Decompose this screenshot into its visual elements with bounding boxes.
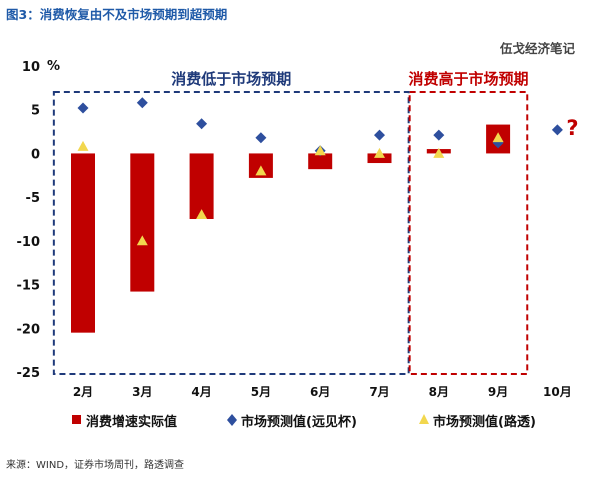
- x-tick-label: 10月: [543, 385, 572, 399]
- y-axis: 10 5 0 -5 -10 -15 -20 -25%: [17, 59, 61, 381]
- bar: [308, 153, 333, 170]
- legend: 消费增速实际值 市场预测值(远见杯) 市场预测值(路透): [72, 414, 536, 430]
- diamond-point: [374, 129, 385, 141]
- triangle-point: [77, 140, 89, 151]
- legend-swatch-diamond: [227, 414, 237, 426]
- legend-swatch-triangle: [419, 414, 429, 424]
- y-tick-label: -10: [17, 235, 41, 250]
- diamond-point: [255, 132, 267, 144]
- diamond-point: [196, 118, 208, 130]
- legend-label: 市场预测值(远见杯): [241, 414, 357, 430]
- x-tick-label: 5月: [251, 385, 271, 399]
- y-tick-label: -5: [26, 191, 40, 206]
- diamond-point: [551, 124, 563, 136]
- x-tick-label: 4月: [191, 385, 211, 399]
- x-tick-label: 2月: [73, 385, 93, 399]
- y-tick-label: -15: [17, 279, 41, 294]
- bar: [367, 153, 392, 164]
- region-label: 消费高于市场预期: [408, 70, 528, 88]
- source-note: 来源：WIND，证券市场周刊，路透调查: [6, 460, 185, 471]
- triangle-point: [374, 147, 385, 158]
- legend-label: 消费增速实际值: [86, 414, 177, 430]
- y-tick-label: 5: [31, 104, 40, 119]
- legend-swatch-bar: [72, 415, 81, 424]
- triangle-point: [492, 132, 504, 143]
- y-axis-unit: %: [47, 59, 60, 74]
- x-axis: 2月 3月 4月 5月 6月 7月 8月 9月 10月: [73, 385, 572, 399]
- y-tick-label: 10: [22, 60, 40, 75]
- bar-series: [71, 124, 511, 333]
- y-tick-label: -20: [17, 322, 41, 337]
- annotation-question-mark: ?: [566, 116, 578, 140]
- region-box: [52, 91, 410, 375]
- x-tick-label: 8月: [429, 385, 449, 399]
- x-tick-label: 6月: [310, 385, 330, 399]
- region-boxes: 消费低于市场预期 消费高于市场预期: [52, 70, 528, 375]
- marker-series: ?: [77, 97, 579, 246]
- triangle-point: [136, 235, 148, 246]
- figure-title: 图3：消费恢复由不及市场预期到超预期: [6, 7, 228, 22]
- x-tick-label: 3月: [132, 385, 152, 399]
- y-tick-label: 0: [31, 147, 40, 162]
- watermark: 伍戈经济笔记: [499, 41, 575, 56]
- diamond-point: [433, 129, 445, 141]
- x-tick-label: 7月: [369, 385, 389, 399]
- x-tick-label: 9月: [488, 385, 508, 399]
- diamond-point: [77, 102, 89, 114]
- legend-label: 市场预测值(路透): [433, 414, 536, 430]
- triangle-point: [196, 209, 208, 220]
- bar: [71, 153, 95, 333]
- triangle-point: [255, 165, 267, 176]
- y-tick-label: -25: [17, 366, 41, 381]
- diamond-point: [136, 97, 148, 109]
- region-label: 消费低于市场预期: [171, 70, 291, 88]
- bar: [130, 153, 155, 292]
- triangle-point: [314, 145, 326, 156]
- triangle-point: [433, 147, 445, 158]
- bar: [189, 153, 214, 219]
